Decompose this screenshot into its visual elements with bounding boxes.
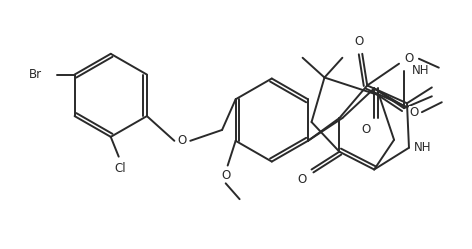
Text: O: O: [297, 173, 306, 186]
Text: O: O: [221, 169, 230, 182]
Text: O: O: [362, 124, 371, 136]
Text: NH: NH: [412, 64, 430, 77]
Text: NH: NH: [414, 141, 431, 154]
Text: O: O: [405, 52, 413, 65]
Text: O: O: [354, 35, 364, 49]
Text: O: O: [409, 106, 419, 119]
Text: Br: Br: [29, 68, 42, 81]
Text: Cl: Cl: [115, 162, 126, 175]
Text: O: O: [177, 134, 187, 147]
